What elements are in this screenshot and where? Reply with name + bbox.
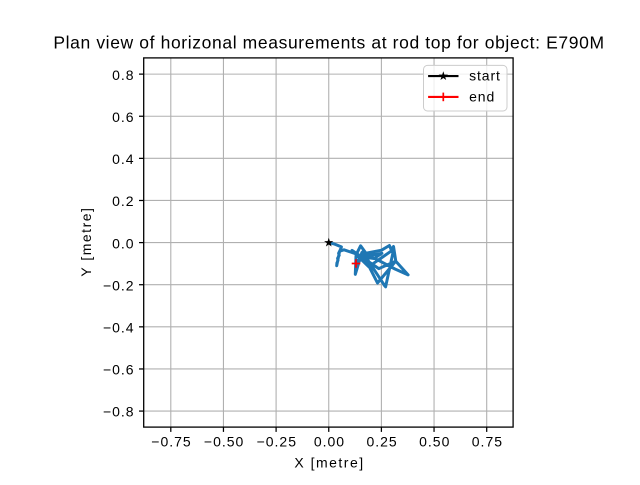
svg-text:−0.75: −0.75 xyxy=(151,433,191,449)
svg-text:end: end xyxy=(469,88,495,104)
svg-text:0.75: 0.75 xyxy=(472,433,503,449)
svg-text:0.4: 0.4 xyxy=(112,151,134,167)
svg-text:0.25: 0.25 xyxy=(366,433,397,449)
svg-text:0.00: 0.00 xyxy=(314,433,345,449)
svg-text:0.0: 0.0 xyxy=(112,235,134,251)
svg-text:−0.8: −0.8 xyxy=(103,404,135,420)
svg-text:−0.6: −0.6 xyxy=(103,362,135,378)
svg-text:Y [metre]: Y [metre] xyxy=(78,207,94,277)
svg-text:−0.25: −0.25 xyxy=(257,433,297,449)
svg-text:−0.4: −0.4 xyxy=(103,320,135,336)
svg-text:start: start xyxy=(469,68,501,84)
svg-text:Plan view of horizonal measure: Plan view of horizonal measurements at r… xyxy=(53,33,604,53)
svg-text:0.8: 0.8 xyxy=(112,67,134,83)
svg-text:−0.50: −0.50 xyxy=(204,433,244,449)
svg-text:0.2: 0.2 xyxy=(112,193,134,209)
svg-text:−0.2: −0.2 xyxy=(103,277,135,293)
svg-text:X [metre]: X [metre] xyxy=(294,455,364,471)
svg-text:0.6: 0.6 xyxy=(112,109,134,125)
svg-text:0.50: 0.50 xyxy=(419,433,450,449)
